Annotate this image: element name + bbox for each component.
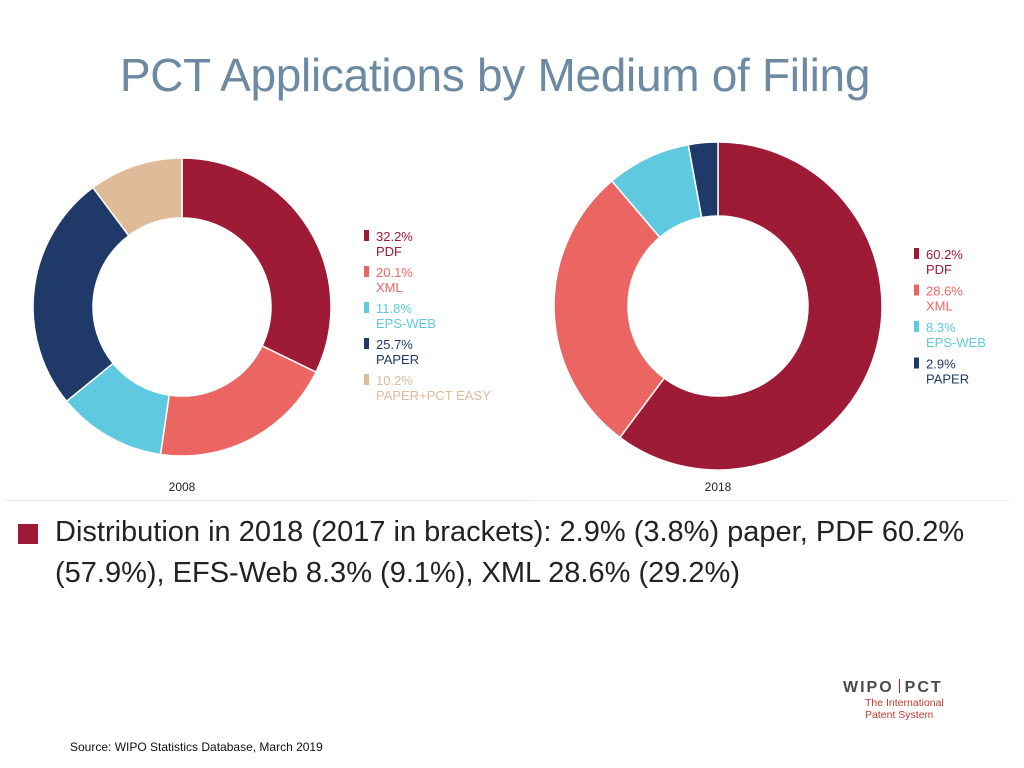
logo-pct: PCT (904, 679, 943, 696)
legend-value-2018-xml: 28.6% (926, 284, 963, 299)
year-label-2008: 2008 (169, 480, 196, 494)
chart-divider (5, 500, 530, 501)
legend-swatch-2018-xml (914, 284, 919, 296)
legend-swatch-2008-paper-pct-easy (364, 374, 369, 385)
legend-swatch-2018-pdf (914, 248, 919, 259)
legend-value-2008-xml: 20.1% (376, 265, 413, 280)
legend-label-2018-paper: PAPER (926, 372, 969, 387)
year-label-2018: 2018 (705, 480, 732, 494)
bullet-marker (18, 524, 38, 544)
legend-label-2018-xml: XML (926, 299, 953, 314)
legend-label-2018-eps-web: EPS-WEB (926, 335, 986, 350)
legend-label-2008-eps-web: EPS-WEB (376, 316, 436, 331)
logo-subtitle-2: Patent System (865, 709, 934, 721)
chart-divider-right (530, 500, 1010, 501)
logo-wipo: WIPO (843, 679, 894, 696)
legend-label-2008-pdf: PDF (376, 244, 402, 259)
donut-chart-2018: 2018 60.2%PDF 28.6%XML 8.3%EPS-WEB 2.9%PAPER (553, 141, 986, 494)
legend-swatch-2008-eps-web (364, 302, 369, 313)
slice-2008-paper-pct-easy (91, 157, 183, 237)
page-title: PCT Applications by Medium of Filing (119, 49, 871, 101)
slice-2008-xml (159, 344, 318, 457)
slice-2008-paper (32, 186, 130, 403)
legend-value-2018-paper: 2.9% (926, 357, 956, 372)
legend-label-2008-xml: XML (376, 280, 403, 295)
legend-value-2008-paper: 25.7% (376, 337, 413, 352)
slice-2018-pdf (618, 141, 883, 471)
legend-label-2018-pdf: PDF (926, 262, 952, 277)
summary-text: Distribution in 2018 (2017 in brackets):… (55, 516, 965, 589)
legend-label-2008-paper: PAPER (376, 352, 419, 367)
legend-swatch-2008-pdf (364, 230, 369, 241)
source-note: Source: WIPO Statistics Database, March … (70, 740, 323, 754)
legend-swatch-2008-paper (364, 338, 369, 349)
slice-2008-pdf (181, 157, 332, 374)
slice-2018-xml (553, 179, 666, 439)
logo-subtitle-1: The International (865, 697, 944, 709)
slice-2018-paper (687, 141, 719, 219)
legend-swatch-2018-eps-web (914, 321, 919, 332)
legend-value-2018-eps-web: 8.3% (926, 320, 956, 335)
legend-value-2008-paper-pct-easy: 10.2% (376, 373, 413, 388)
wipo-pct-logo: WIPO PCT The International Patent System (843, 679, 993, 729)
legend-value-2008-eps-web: 11.8% (376, 301, 412, 316)
legend-value-2018-pdf: 60.2% (926, 247, 963, 262)
legend-swatch-2008-xml (364, 266, 369, 277)
legend-value-2008-pdf: 32.2% (376, 229, 413, 244)
legend-swatch-2018-paper (914, 357, 919, 369)
legend-label-2008-paper-pct-easy: PAPER+PCT EASY (376, 388, 491, 403)
donut-chart-2008: 200832.2%PDF20.1%XML11.8%EPS-WEB25.7%PAP… (32, 157, 491, 494)
